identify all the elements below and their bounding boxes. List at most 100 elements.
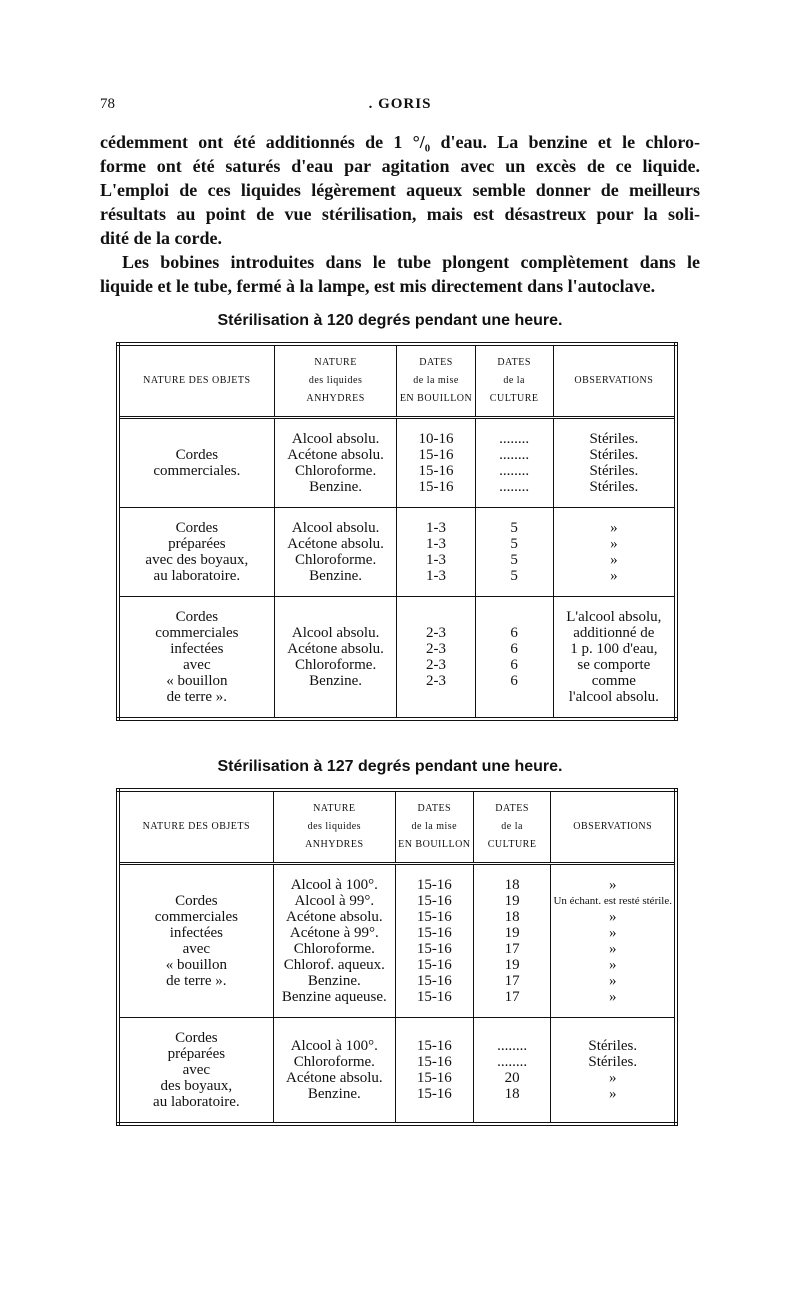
table-cell: Alcool à 100°. Chloroforme. Acétone absolu…: [273, 1017, 396, 1124]
cell-line: Stériles.: [589, 479, 639, 495]
header-line: des liquides: [307, 821, 362, 832]
cell-line: Chlorof. aqueux.: [283, 957, 385, 973]
table-cell: » Un échant. est resté stérile.»»»»»»: [551, 864, 676, 1018]
cell-line: préparées: [167, 1046, 226, 1062]
table-cell: 15-16 15-16 15-16 15-16 15-16 15-16 15-16 15-16: [395, 863, 474, 1018]
header-line: des liquides: [308, 375, 363, 386]
cell-line: ........: [497, 1038, 528, 1054]
header-line: EN BOUILLON: [398, 839, 471, 850]
cell-line: Alcool absolu.: [291, 520, 380, 536]
cell-line: se comporte: [577, 657, 651, 673]
cell-line: Acétone absolu.: [285, 1070, 383, 1086]
header-line: NATURE: [314, 357, 357, 368]
table-cell: Cordes préparées avec des boyaux, au labora…: [118, 507, 275, 597]
cell-line: 15-16: [416, 973, 452, 989]
cell-line: »: [608, 909, 617, 925]
cell-line: commerciales: [154, 909, 238, 925]
cell-line: comme: [591, 673, 636, 689]
cell-line: 5: [510, 568, 518, 584]
cell-line: »: [610, 536, 618, 552]
table-cell: Stériles. Stériles. Stériles. Stériles.: [553, 418, 676, 508]
table-cell: 10-16 15-16 15-16 15-16: [396, 417, 476, 508]
header-line: DATES: [417, 803, 452, 814]
cell-line: »: [608, 941, 617, 957]
cell-line: Acétone absolu.: [287, 536, 384, 552]
cell-line: Alcool absolu.: [291, 625, 380, 641]
cell-line: Acétone absolu.: [285, 909, 383, 925]
text-line: résultats au point de vue stérilisation,…: [100, 204, 700, 224]
cell-line: avec: [183, 657, 211, 673]
header-line: NATURE DES OBJETS: [143, 375, 251, 386]
header-line: de la mise: [411, 821, 458, 832]
cell-line: ........: [497, 1054, 528, 1070]
cell-line: 1-3: [426, 520, 447, 536]
cell-line: 2-3: [426, 657, 447, 673]
cell-line: »: [608, 1070, 617, 1086]
table-row: Cordes commerciales infectées avec « bouillo…: [118, 596, 676, 719]
text-line: liquide et le tube, fermé à la lampe, es…: [100, 276, 656, 296]
cell-line: 5: [510, 520, 518, 536]
cell-line: Benzine aqueuse.: [281, 989, 387, 1005]
header-row: NATURE DES OBJETS NATURE des liquides ANHYD…: [118, 790, 676, 865]
cell-line: 6: [510, 625, 518, 641]
cell-line: 18: [504, 909, 520, 925]
text-line: L'emploi de ces liquides légèrement aque…: [100, 180, 700, 200]
cell-line: 19: [504, 893, 520, 909]
table-cell: Cordes commerciales infectées avec « bouillo…: [118, 863, 274, 1018]
table-cell: Cordes préparées avec des boyaux, au laborat…: [118, 1017, 274, 1124]
cell-line: 15-16: [416, 957, 452, 973]
cell-line: Cordes: [175, 447, 219, 463]
cell-line: »: [608, 877, 617, 893]
header-line: OBSERVATIONS: [574, 375, 654, 386]
header-row: NATURE DES OBJETS NATURE des liquides ANHYD…: [118, 344, 676, 419]
table-cell: Alcool absolu. Acétone absolu. Chloroforme…: [274, 417, 398, 508]
column-header: NATURE DES OBJETS: [118, 790, 274, 865]
cell-line: 15-16: [416, 1054, 452, 1070]
page-number: 78: [100, 96, 115, 112]
column-header: DATES de la mise EN BOUILLON: [396, 344, 476, 419]
column-header: OBSERVATIONS: [550, 790, 676, 865]
paragraph: cédemment ont été additionnés de 1 °/₀ d…: [100, 130, 700, 250]
text-line: cédemment ont été additionnés de 1 °/₀ d…: [100, 132, 700, 152]
cell-line: ........: [499, 431, 530, 447]
header-line: de la mise: [413, 375, 459, 386]
cell-line: »: [608, 973, 617, 989]
cell-line: 15-16: [416, 877, 452, 893]
cell-line: commerciales: [155, 625, 239, 641]
cell-line: 1-3: [426, 552, 447, 568]
table-cell: »»»»: [553, 507, 676, 597]
cell-line: Stériles.: [588, 1054, 638, 1070]
cell-line: 15-16: [416, 941, 452, 957]
table-caption: Stérilisation à 127 degrés pendant une h…: [217, 758, 563, 775]
cell-line: 1-3: [426, 568, 447, 584]
cell-line: 10-16: [418, 431, 454, 447]
cell-line: infectées: [169, 925, 224, 941]
table-row: Cordes commerciales. Alcool absolu. Acétone…: [118, 417, 676, 508]
cell-line: ........: [499, 463, 530, 479]
cell-line: »: [608, 1086, 617, 1102]
table-cell: Alcool absolu. Acétone absolu. Chloroforme…: [274, 596, 398, 719]
cell-line: 15-16: [416, 1038, 452, 1054]
table-cell: ................ 20 18: [473, 1017, 552, 1124]
table-cell: 2-3 2-3 2-3 2-3: [396, 596, 476, 719]
header-line: ANHYDRES: [305, 839, 364, 850]
header-line: DATES: [495, 803, 529, 814]
cell-line: »: [610, 520, 618, 536]
page-header: 78 . GORIS: [100, 96, 700, 118]
cell-line: Un échant. est resté stérile.: [553, 895, 672, 907]
header-line: ANHYDRES: [306, 393, 365, 404]
table-cell: L'alcool absolu, additionné de 1 p. 100 d'…: [553, 596, 676, 719]
column-header: NATURE DES OBJETS: [118, 344, 275, 419]
header-line: DATES: [497, 357, 531, 368]
text-line: dité de la corde.: [100, 228, 222, 248]
table-cell: 15-16 15-16 15-16 15-16: [395, 1017, 474, 1124]
table-cell: ................................: [475, 417, 554, 508]
cell-line: Alcool absolu.: [291, 431, 380, 447]
table-row: Cordes préparées avec des boyaux, au laborat…: [118, 1017, 676, 1124]
cell-line: Cordes: [175, 609, 219, 625]
text-line: Les bobines introduites dans le tube plo…: [122, 252, 700, 272]
table-cell: Alcool absolu. Acétone absolu. Chloroforme…: [274, 507, 398, 597]
cell-line: Chloroforme.: [294, 552, 377, 568]
